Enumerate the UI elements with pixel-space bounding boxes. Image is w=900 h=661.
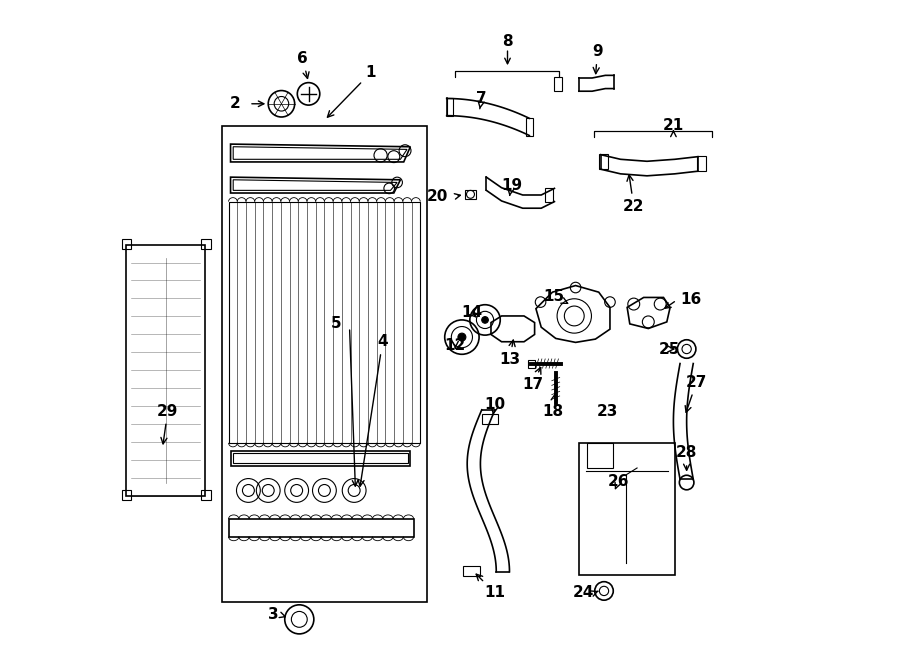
Bar xyxy=(587,443,613,468)
Bar xyxy=(464,190,476,199)
Text: 6: 6 xyxy=(297,51,309,79)
Text: 10: 10 xyxy=(484,397,506,415)
Text: 20: 20 xyxy=(427,189,448,204)
Text: 22: 22 xyxy=(623,175,644,214)
Bar xyxy=(579,443,675,575)
Bar xyxy=(544,188,554,202)
Bar xyxy=(229,202,420,443)
Bar xyxy=(222,126,427,602)
Bar xyxy=(698,156,706,171)
Bar xyxy=(482,414,499,424)
Text: 28: 28 xyxy=(676,446,698,470)
Bar xyxy=(122,239,131,249)
Bar xyxy=(126,245,205,496)
Bar xyxy=(122,490,131,500)
Text: 3: 3 xyxy=(267,607,278,622)
Text: 5: 5 xyxy=(331,317,342,331)
Text: 23: 23 xyxy=(597,404,618,418)
Text: 29: 29 xyxy=(158,404,178,444)
Text: 14: 14 xyxy=(462,305,482,320)
Text: 24: 24 xyxy=(572,586,594,600)
Text: 1: 1 xyxy=(328,65,376,117)
Text: 17: 17 xyxy=(522,368,544,392)
Text: 7: 7 xyxy=(476,91,487,109)
Text: 16: 16 xyxy=(680,292,701,307)
Text: 15: 15 xyxy=(544,289,568,303)
Bar xyxy=(202,239,211,249)
Text: 25: 25 xyxy=(659,342,680,356)
Text: 21: 21 xyxy=(662,118,684,133)
Text: 19: 19 xyxy=(501,178,522,196)
Bar xyxy=(526,118,533,136)
Text: 13: 13 xyxy=(499,340,520,367)
Bar xyxy=(599,154,608,169)
Text: 18: 18 xyxy=(542,394,563,418)
Text: 11: 11 xyxy=(476,574,506,600)
Text: 26: 26 xyxy=(608,474,629,488)
Text: 8: 8 xyxy=(502,34,513,49)
Bar xyxy=(202,490,211,500)
Circle shape xyxy=(482,317,489,323)
Bar xyxy=(446,98,454,116)
Text: 12: 12 xyxy=(445,338,466,352)
Bar xyxy=(464,566,480,576)
Text: 4: 4 xyxy=(358,334,388,486)
Bar xyxy=(528,360,535,368)
Text: 2: 2 xyxy=(230,97,240,111)
Bar xyxy=(554,77,562,91)
Text: 27: 27 xyxy=(685,375,707,412)
Circle shape xyxy=(458,333,466,341)
Text: 9: 9 xyxy=(592,44,603,73)
